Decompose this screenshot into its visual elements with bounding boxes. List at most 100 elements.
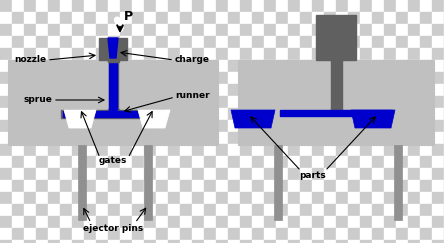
- Bar: [168, 216, 180, 228]
- Bar: [280, 110, 392, 116]
- Bar: [180, 168, 192, 180]
- Bar: [108, 228, 120, 240]
- Bar: [264, 204, 276, 216]
- Bar: [360, 240, 372, 243]
- Bar: [0, 60, 12, 72]
- Bar: [252, 216, 264, 228]
- Bar: [228, 108, 240, 120]
- Bar: [132, 144, 144, 156]
- Bar: [276, 60, 288, 72]
- Bar: [420, 132, 432, 144]
- Bar: [168, 36, 180, 48]
- Bar: [96, 132, 108, 144]
- Bar: [132, 132, 144, 144]
- Bar: [120, 204, 132, 216]
- Bar: [396, 108, 408, 120]
- Bar: [24, 204, 36, 216]
- Bar: [60, 12, 72, 24]
- Bar: [24, 168, 36, 180]
- Bar: [396, 132, 408, 144]
- Bar: [8, 60, 218, 110]
- Bar: [384, 84, 396, 96]
- Bar: [336, 12, 348, 24]
- Bar: [336, 84, 348, 96]
- Bar: [420, 72, 432, 84]
- Bar: [120, 240, 132, 243]
- Bar: [120, 228, 132, 240]
- Bar: [132, 156, 144, 168]
- Bar: [108, 96, 120, 108]
- Bar: [78, 145, 86, 220]
- Bar: [372, 12, 384, 24]
- Bar: [84, 60, 96, 72]
- Bar: [300, 228, 312, 240]
- Bar: [432, 204, 444, 216]
- Bar: [276, 144, 288, 156]
- Bar: [336, 216, 348, 228]
- Bar: [72, 36, 84, 48]
- Bar: [324, 72, 336, 84]
- Bar: [264, 84, 276, 96]
- Bar: [348, 60, 360, 72]
- Bar: [24, 156, 36, 168]
- Bar: [156, 84, 168, 96]
- Bar: [108, 72, 120, 84]
- Bar: [144, 108, 156, 120]
- Bar: [420, 216, 432, 228]
- Bar: [132, 84, 144, 96]
- Bar: [156, 108, 168, 120]
- Bar: [24, 12, 36, 24]
- Bar: [180, 204, 192, 216]
- Bar: [180, 144, 192, 156]
- Bar: [432, 168, 444, 180]
- Bar: [420, 228, 432, 240]
- Bar: [108, 58, 119, 62]
- Bar: [168, 180, 180, 192]
- Bar: [324, 180, 336, 192]
- Bar: [408, 144, 420, 156]
- Bar: [144, 145, 152, 220]
- Bar: [288, 168, 300, 180]
- Bar: [108, 0, 120, 12]
- Bar: [324, 120, 336, 132]
- Bar: [72, 132, 84, 144]
- Bar: [252, 108, 264, 120]
- Bar: [408, 36, 420, 48]
- Bar: [252, 72, 264, 84]
- Bar: [264, 0, 276, 12]
- Bar: [300, 180, 312, 192]
- Bar: [132, 96, 144, 108]
- Bar: [372, 72, 384, 84]
- Bar: [228, 84, 240, 96]
- Bar: [360, 36, 372, 48]
- Bar: [300, 120, 312, 132]
- Bar: [384, 180, 396, 192]
- Bar: [228, 180, 240, 192]
- Bar: [144, 96, 156, 108]
- Bar: [108, 48, 120, 60]
- Bar: [408, 180, 420, 192]
- Bar: [144, 24, 156, 36]
- Bar: [120, 96, 132, 108]
- Bar: [168, 228, 180, 240]
- Bar: [48, 192, 60, 204]
- Bar: [408, 108, 420, 120]
- Bar: [60, 204, 72, 216]
- Bar: [144, 0, 156, 12]
- Bar: [96, 144, 108, 156]
- Bar: [384, 204, 396, 216]
- Bar: [156, 48, 168, 60]
- Bar: [288, 108, 300, 120]
- Bar: [312, 204, 324, 216]
- Bar: [72, 216, 84, 228]
- Bar: [264, 72, 276, 84]
- Bar: [72, 144, 84, 156]
- Bar: [408, 168, 420, 180]
- Bar: [24, 60, 36, 72]
- Bar: [420, 168, 432, 180]
- Bar: [36, 72, 48, 84]
- Bar: [324, 84, 336, 96]
- Bar: [24, 180, 36, 192]
- Bar: [24, 96, 36, 108]
- Bar: [312, 36, 324, 48]
